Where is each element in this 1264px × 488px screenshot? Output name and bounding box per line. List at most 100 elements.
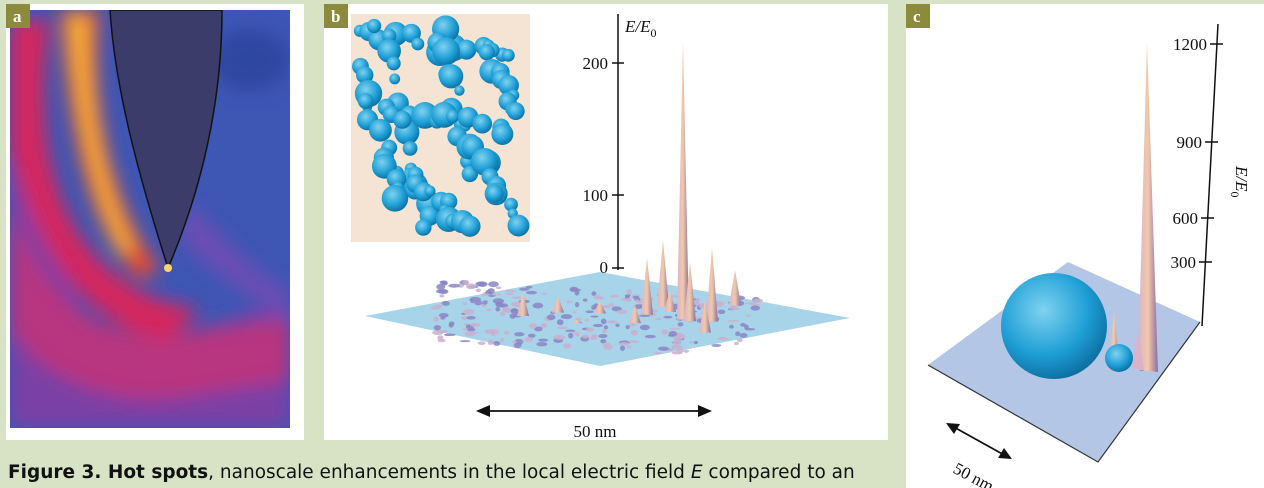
speck <box>729 325 734 329</box>
speck <box>536 342 547 346</box>
speck <box>669 328 680 330</box>
particle <box>485 184 503 202</box>
speck <box>466 316 475 320</box>
tick-label: 200 <box>583 54 609 73</box>
speck <box>626 289 632 295</box>
particle <box>439 64 463 88</box>
speck <box>512 341 517 343</box>
particle <box>459 216 480 237</box>
caption: Figure 3. Hot spots, nanoscale enhanceme… <box>8 462 855 483</box>
panel-label: c <box>913 7 921 26</box>
speck <box>432 330 443 335</box>
speck <box>568 333 573 339</box>
speck <box>475 282 485 287</box>
speck <box>632 296 639 299</box>
tick-label: 0 <box>600 258 609 277</box>
speck <box>718 337 729 341</box>
speck <box>533 303 544 309</box>
speck <box>566 301 573 304</box>
speck <box>557 319 564 325</box>
particle <box>432 37 460 65</box>
speck <box>573 331 579 334</box>
speck <box>745 302 756 304</box>
particle <box>502 49 515 62</box>
speck <box>442 301 450 306</box>
axis-label-main: E/E <box>1232 165 1251 192</box>
speck <box>565 330 575 332</box>
particle <box>393 111 411 129</box>
speck <box>491 333 495 336</box>
speck <box>488 339 494 345</box>
speck <box>683 350 689 353</box>
speck <box>503 307 510 313</box>
speck <box>510 313 516 319</box>
speck <box>591 334 597 337</box>
speck <box>547 314 556 320</box>
heatmap <box>10 10 290 428</box>
particle <box>508 215 530 237</box>
speck <box>631 330 638 336</box>
speck <box>570 288 581 291</box>
speck <box>434 305 442 308</box>
panel-label: a <box>13 7 22 26</box>
caption-text: , nanoscale enhancements in the local el… <box>208 462 691 483</box>
speck <box>526 286 533 289</box>
speck <box>615 324 619 328</box>
speck <box>639 315 650 317</box>
speck <box>505 293 513 295</box>
speck <box>677 322 683 326</box>
speck <box>557 326 568 329</box>
speck <box>645 335 656 338</box>
speck <box>627 346 631 349</box>
speck <box>593 324 603 327</box>
speck <box>593 295 601 299</box>
speck <box>476 288 481 292</box>
speck <box>500 312 505 317</box>
particle <box>369 119 392 142</box>
speck <box>610 295 619 298</box>
speck <box>467 328 475 331</box>
tick-label: 1200 <box>1173 35 1207 54</box>
speck <box>500 338 504 342</box>
particle <box>387 56 401 70</box>
speck <box>711 344 721 347</box>
speck <box>486 309 492 311</box>
speck <box>658 347 669 351</box>
speck <box>689 341 695 343</box>
speck <box>563 343 572 348</box>
speck <box>493 298 504 304</box>
speck <box>607 320 617 323</box>
speck <box>491 293 501 295</box>
speck <box>728 320 739 322</box>
caption-text: compared to an <box>703 462 855 483</box>
particle <box>358 93 374 109</box>
speck <box>598 334 607 338</box>
speck <box>463 280 470 285</box>
speck <box>487 288 494 294</box>
speck <box>512 296 522 299</box>
axis-label-main: E/E <box>624 17 651 36</box>
speck <box>528 334 536 338</box>
tick-label: 100 <box>583 186 609 205</box>
particle <box>389 73 400 84</box>
particle <box>479 44 495 60</box>
speck <box>603 305 611 308</box>
speck <box>439 294 444 297</box>
particle <box>491 123 513 145</box>
tick-label: 300 <box>1171 253 1197 272</box>
speck <box>653 352 661 354</box>
speck <box>625 296 630 298</box>
speck <box>463 309 474 315</box>
speck <box>673 339 681 344</box>
speck <box>470 331 479 333</box>
speck <box>669 331 678 337</box>
speck <box>661 329 668 334</box>
speck <box>671 345 682 350</box>
speck <box>618 342 629 346</box>
speck <box>448 284 460 288</box>
speck <box>538 339 548 342</box>
speck <box>582 334 589 338</box>
speck <box>750 305 760 310</box>
axis-label-sub: 0 <box>1228 192 1242 198</box>
speck <box>740 333 748 338</box>
